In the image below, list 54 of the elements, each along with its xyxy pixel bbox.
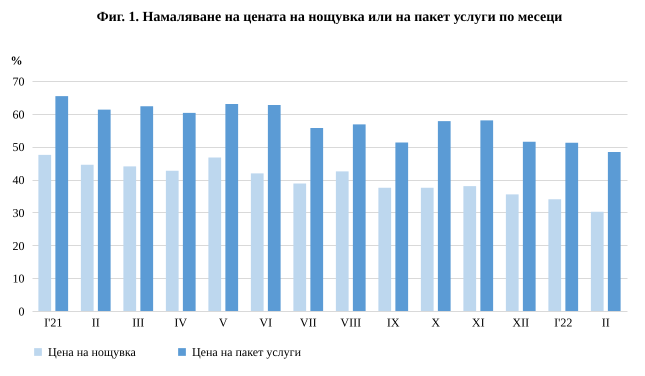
bar <box>608 152 621 311</box>
bar <box>123 166 136 311</box>
bar <box>438 121 451 311</box>
x-tick-label: XI <box>472 316 485 330</box>
bar <box>250 173 264 311</box>
bar <box>80 164 94 311</box>
x-tick-label: V <box>218 316 228 330</box>
y-tick-label: 30 <box>12 206 24 220</box>
bar <box>506 194 519 311</box>
x-tick-label: IV <box>174 316 188 330</box>
chart-title: Фиг. 1. Намаляване на цената на нощувка или на пакет услуги по месеци <box>96 10 562 25</box>
bar <box>378 188 392 311</box>
bar <box>336 171 349 311</box>
y-tick-label: 50 <box>12 140 24 154</box>
x-tick-label: VI <box>259 316 272 330</box>
bar <box>310 128 324 311</box>
bar <box>480 120 494 311</box>
bar <box>463 186 476 311</box>
y-tick-label: 0 <box>18 304 24 318</box>
bar <box>140 106 154 311</box>
bar <box>352 124 366 311</box>
bar <box>548 199 562 311</box>
x-tick-label: II <box>92 316 100 330</box>
x-tick-label: IX <box>386 316 400 330</box>
x-tick-label: XII <box>512 316 530 330</box>
legend-label: Цена на нощувка <box>48 345 136 359</box>
x-tick-label: II <box>602 316 610 330</box>
y-tick-label: 40 <box>12 173 24 188</box>
bar <box>565 142 578 311</box>
bar <box>38 154 52 311</box>
x-tick-label: I'22 <box>554 316 572 330</box>
x-tick-label: I'21 <box>44 316 62 330</box>
x-tick-label: VII <box>300 316 317 330</box>
bar <box>293 184 306 311</box>
y-tick-label: 60 <box>12 107 24 122</box>
legend-label: Цена на пакет услуги <box>192 345 302 359</box>
bar <box>522 142 536 311</box>
bar <box>98 110 111 311</box>
x-tick-label: III <box>132 316 144 330</box>
y-tick-label: 10 <box>12 272 24 286</box>
bar <box>182 112 196 311</box>
bar <box>395 142 408 311</box>
bar <box>590 212 604 311</box>
bar <box>55 96 68 311</box>
bar <box>420 188 434 311</box>
bar <box>208 158 222 311</box>
x-tick-label: X <box>431 316 440 330</box>
bar <box>166 170 179 311</box>
bar <box>225 104 238 311</box>
bar <box>268 104 281 311</box>
y-axis-title: % <box>10 54 22 68</box>
y-tick-label: 20 <box>12 238 24 253</box>
x-tick-label: VIII <box>340 316 362 330</box>
y-tick-label: 70 <box>12 74 24 88</box>
